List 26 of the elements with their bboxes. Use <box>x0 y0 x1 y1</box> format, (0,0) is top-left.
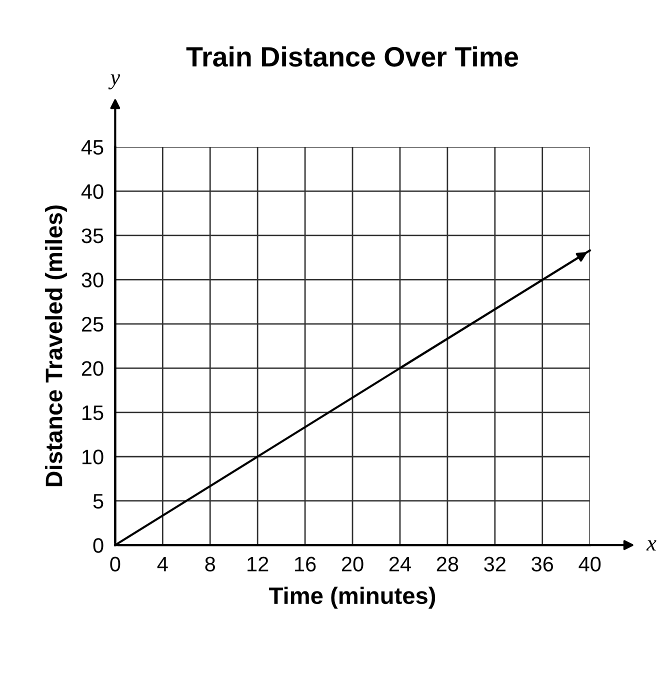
y-tick-label: 35 <box>82 228 104 244</box>
text: y <box>108 74 120 90</box>
x-tick-label: 24 <box>389 556 411 572</box>
x-tick-label: 20 <box>342 556 364 572</box>
x-tick-label: 28 <box>436 556 458 572</box>
y-tick-label: 5 <box>93 494 104 509</box>
x-tick-label: 36 <box>532 556 554 572</box>
x-tick-label: 0 <box>110 556 120 572</box>
x-tick-label: 8 <box>205 556 216 572</box>
y-tick-label: 20 <box>82 361 104 376</box>
y-tick-label: 15 <box>82 406 104 420</box>
text: x <box>646 540 656 550</box>
y-tick-label: 10 <box>82 450 104 464</box>
x-tick-label: 40 <box>578 556 601 572</box>
y-tick-label: 25 <box>82 316 104 332</box>
y-tick-label: 45 <box>81 140 104 155</box>
x-tick-label: 32 <box>484 556 506 572</box>
y-tick-label: 40 <box>81 184 104 199</box>
x-tick-label: 12 <box>248 556 268 572</box>
y-axis-title: Distance Traveled (miles) <box>45 205 68 486</box>
chart-title: Train Distance Over Time <box>186 46 518 67</box>
y-tick-label: 30 <box>82 272 104 288</box>
x-tick-label: 16 <box>295 556 316 572</box>
x-tick-label: 4 <box>157 556 168 572</box>
x-axis-title: Time (minutes) <box>269 586 436 609</box>
y-tick-label: 0 <box>93 538 104 553</box>
